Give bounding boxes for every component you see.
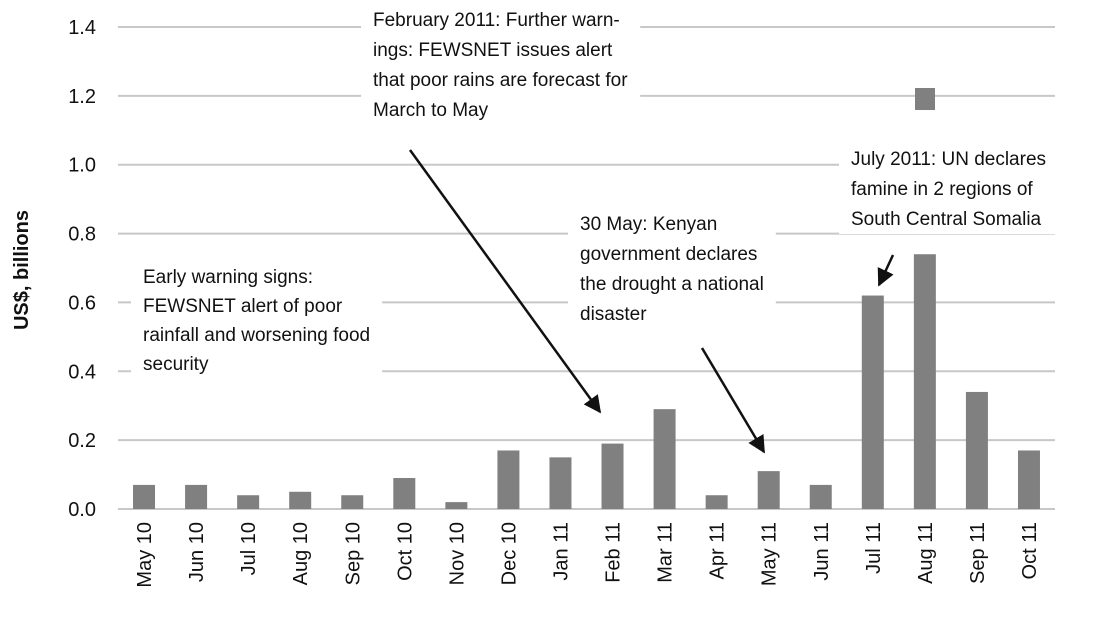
y-tick-label: 1.4 (68, 17, 96, 39)
y-tick-label: 1.0 (68, 155, 96, 177)
annotation-text: July 2011: UN declares (851, 149, 1046, 170)
x-tick-label: Dec 10 (498, 522, 520, 585)
bar (757, 471, 780, 509)
annotations: Early warning signs: FEWSNET alert of poo… (131, 6, 1059, 379)
annotation-background (839, 145, 1059, 234)
y-tick-label: 0.6 (68, 292, 96, 314)
annotation-text: rainfall and worsening food (143, 325, 370, 346)
y-axis-label: US$, billions (11, 210, 33, 330)
bar (965, 391, 988, 509)
annotation-text: FEWSNET alert of poor (143, 296, 343, 317)
y-tick-label: 0.0 (68, 499, 96, 521)
annotation-text: ings: FEWSNET issues alert (373, 40, 613, 61)
x-tick-label: Sep 10 (342, 522, 364, 585)
bar (445, 502, 468, 509)
x-tick-label: Aug 11 (915, 522, 937, 584)
x-tick-label: May 10 (134, 522, 156, 588)
y-tick-label: 0.4 (68, 361, 96, 383)
bar (133, 484, 156, 509)
annotation-text: 30 May: Kenyan (580, 214, 717, 235)
bars (133, 254, 1040, 509)
annotation-text: that poor rains are forecast for (373, 70, 628, 91)
x-tick-label: Jun 10 (186, 522, 208, 582)
bar (549, 457, 572, 509)
arrow (877, 254, 895, 287)
decoration (915, 88, 935, 110)
x-tick-label: Sep 11 (967, 522, 989, 584)
bar (289, 491, 312, 509)
annotation-background (568, 210, 776, 329)
x-tick-label: Jan 11 (550, 522, 572, 581)
x-tick-label: Oct 11 (1019, 522, 1041, 579)
bar (809, 484, 832, 509)
bar (861, 295, 884, 509)
annotation-text: South Central Somalia (851, 209, 1042, 230)
bar (393, 478, 416, 509)
x-tick-label: Apr 11 (707, 522, 729, 579)
bar (601, 443, 624, 509)
y-tick-label: 1.2 (68, 86, 96, 108)
bar (913, 254, 936, 509)
y-tick-label: 0.2 (68, 430, 96, 452)
bar (341, 495, 364, 509)
annotation-text: famine in 2 regions of (851, 179, 1033, 200)
annotation-text: government declares (580, 244, 757, 265)
y-tick-label: 0.8 (68, 224, 96, 246)
x-tick-label: Nov 10 (446, 522, 468, 585)
arrows (408, 149, 895, 454)
x-tick-label: Mar 11 (655, 522, 677, 583)
x-tick-label: Jun 11 (811, 522, 833, 581)
bar (497, 450, 520, 509)
x-tick-label: Feb 11 (603, 522, 625, 583)
annotation-background (361, 6, 641, 125)
x-tick-label: Aug 10 (290, 522, 312, 585)
annotation-text: the drought a national (580, 274, 764, 295)
bar (185, 484, 208, 509)
bar (653, 409, 676, 509)
annotation-text: security (143, 354, 209, 375)
x-tick-label: Oct 10 (394, 522, 416, 581)
x-tick-label: May 11 (759, 522, 781, 586)
annotation-text: February 2011: Further warn- (373, 10, 620, 31)
arrow (700, 347, 766, 454)
arrow (408, 149, 602, 414)
annotation-text: Early warning signs: (143, 267, 313, 288)
annotation-text: disaster (580, 304, 647, 325)
annotation-text: March to May (373, 100, 489, 121)
bar (1017, 450, 1040, 509)
bar (237, 495, 260, 509)
annotation-background (131, 263, 383, 379)
bar (705, 495, 728, 509)
x-tick-label: Jul 11 (863, 522, 885, 574)
x-tick-label: Jul 10 (238, 522, 260, 575)
